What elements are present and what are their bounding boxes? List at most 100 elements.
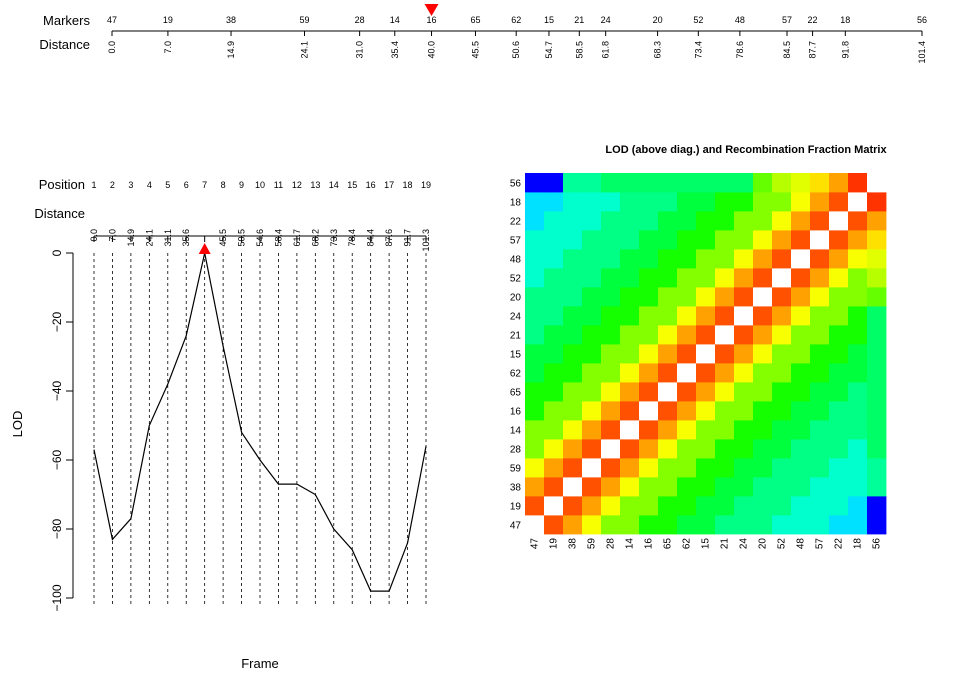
heatmap-cell [658,192,678,212]
heatmap-cell [658,325,678,345]
heatmap-cell [601,401,621,421]
heatmap-cell [772,515,792,535]
heatmap-cell [639,173,659,193]
heatmap-cell [620,173,640,193]
heatmap-cell [772,363,792,383]
heatmap-column-label: 57 [815,538,826,550]
heatmap-cell [639,458,659,478]
heatmap-cell [601,230,621,250]
heatmap-cell [563,325,583,345]
heatmap-cell [715,515,735,535]
heatmap-cell [696,382,716,402]
marker-distance-label: 91.8 [840,41,850,59]
heatmap-cell [810,420,830,440]
heatmap-cell [753,230,773,250]
heatmap-cell [848,515,868,535]
marker-distance-label: 87.7 [808,41,818,59]
heatmap-cell [582,306,602,326]
heatmap-cell [525,477,545,497]
heatmap-cell [525,496,545,516]
heatmap-cell [848,249,868,269]
heatmap-cell [658,363,678,383]
heatmap-cell [867,363,887,383]
heatmap-cell [563,230,583,250]
heatmap-cell [563,439,583,459]
heatmap-cell [582,211,602,231]
heatmap-cell [715,401,735,421]
heatmap-cell [544,306,564,326]
heatmap-cell [829,268,849,288]
heatmap-cell [791,211,811,231]
markers-row-label: Markers [43,13,90,28]
heatmap-cell [810,173,830,193]
heatmap-cell [829,477,849,497]
heatmap-cell [715,211,735,231]
heatmap-cell [544,458,564,478]
heatmap-row-label: 59 [510,464,522,475]
heatmap-cell [544,344,564,364]
heatmap-cell [829,344,849,364]
heatmap-row-label: 65 [510,388,522,399]
heatmap-cell [791,268,811,288]
marker-track: Markers Distance 47 0.0 19 7.0 38 14.9 59 24.1 2… [39,4,927,64]
heatmap-cells [525,173,887,535]
lod-distance-ticks: 1 0.0 2 7.0 3 14.9 4 24.1 5 31.1 6 35.6 7 8 45.5 9 50.5 1… [89,180,431,252]
heatmap-cell [867,306,887,326]
heatmap-cell [810,496,830,516]
heatmap-column-label: 56 [872,538,883,550]
heatmap-cell [696,477,716,497]
heatmap-cell [544,230,564,250]
heatmap-cell [696,230,716,250]
heatmap-cell [734,515,754,535]
marker-distance-label: 61.8 [601,41,611,59]
marker-label: 62 [511,15,521,25]
lod-series-line [93,252,427,592]
heatmap-cell [867,325,887,345]
heatmap-cell [829,382,849,402]
lod-plot: Position Distance 1 0.0 2 7.0 3 14.9 4 24.1 5 31.… [10,177,431,671]
heatmap-cell [810,268,830,288]
heatmap-cell [620,401,640,421]
heatmap-cell [848,439,868,459]
heatmap-cell [734,306,754,326]
marker-distance-label: 50.6 [511,41,521,59]
heatmap-cell [544,477,564,497]
heatmap-cell [791,458,811,478]
heatmap-cell [620,249,640,269]
lod-y-axis: 0 −20 −40 −60 −80 −100 [50,249,74,612]
heatmap-cell [696,458,716,478]
heatmap-cell [696,363,716,383]
heatmap-cell [582,287,602,307]
heatmap-cell [772,306,792,326]
heatmap-cell [810,192,830,212]
position-label: 12 [292,180,302,190]
heatmap-cell [544,325,564,345]
heatmap-cell [620,211,640,231]
heatmap-cell [715,344,735,364]
marker-label: 52 [693,15,703,25]
heatmap-column-label: 24 [739,538,750,550]
heatmap-cell [677,306,697,326]
heatmap-column-label: 16 [644,538,655,550]
heatmap-cell [734,439,754,459]
position-label: 4 [147,180,152,190]
heatmap-cell [544,192,564,212]
heatmap-cell [525,439,545,459]
heatmap-cell [639,439,659,459]
marker-label: 47 [107,15,117,25]
marker-distance-label: 58.5 [574,41,584,59]
heatmap-cell [525,458,545,478]
marker-label: 20 [653,15,663,25]
lod-distance-label: 14.9 [126,229,136,247]
heatmap-cell [525,515,545,535]
heatmap-cell [620,363,640,383]
heatmap-cell [525,382,545,402]
y-tick-label: 0 [50,249,64,256]
heatmap-cell [810,325,830,345]
heatmap-cell [639,363,659,383]
heatmap-cell [734,287,754,307]
marker-distance-label: 73.4 [693,41,703,59]
heatmap-cell [696,287,716,307]
heatmap-cell [582,363,602,383]
heatmap-cell [525,306,545,326]
